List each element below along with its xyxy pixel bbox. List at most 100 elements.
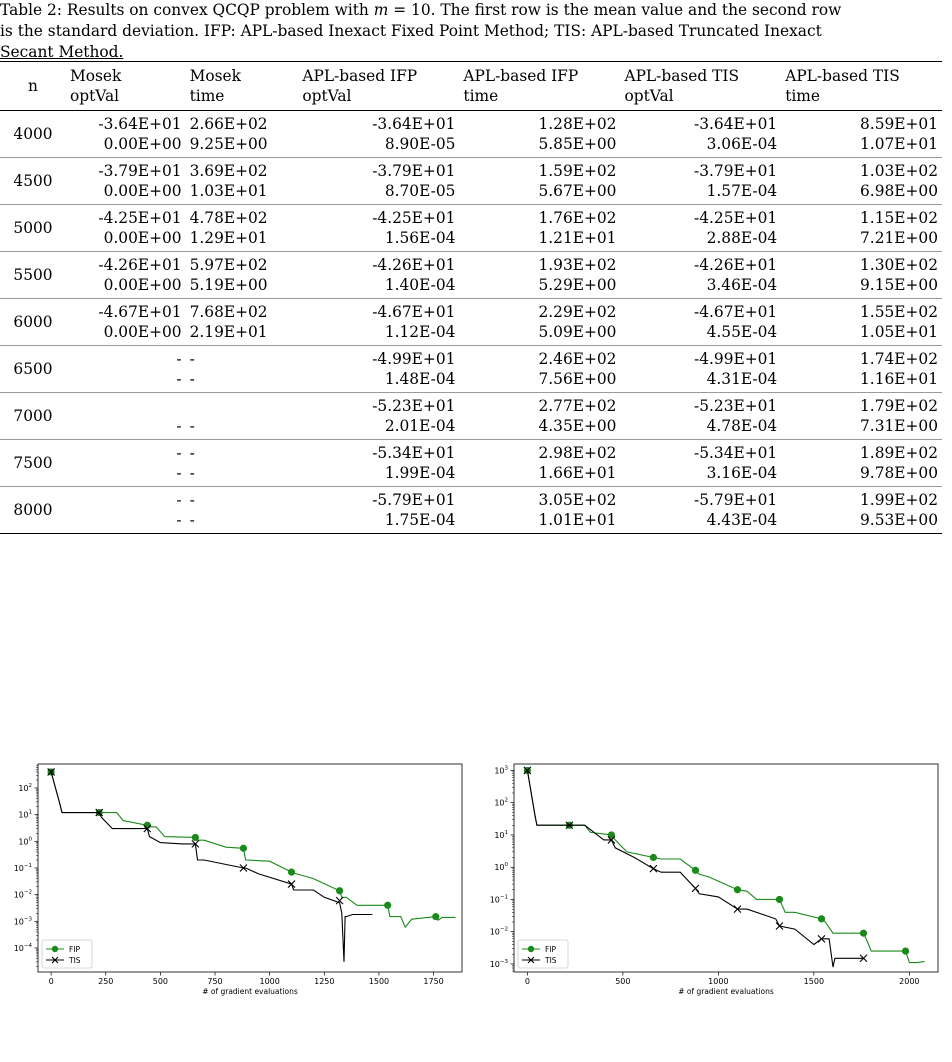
mean-value: -4.26E+01 <box>98 256 182 274</box>
std-value: 1.29E+01 <box>189 229 268 247</box>
x-tick-label: 1000 <box>259 977 279 986</box>
mean-value: -4.67E+01 <box>694 303 778 321</box>
std-value: 4.35E+00 <box>538 417 617 435</box>
mean-value: 1.15E+02 <box>860 209 938 227</box>
series-marker-tis <box>733 905 742 914</box>
mean-value: -5.23E+01 <box>372 397 456 415</box>
column-header-line: APL-based IFP <box>463 67 579 85</box>
results-table: n Mosek optVal Mosek time APL-based IFP optVal… <box>0 61 942 534</box>
y-tick-exponent: 1 <box>29 810 33 816</box>
y-tick-label: 10−2 <box>14 890 32 900</box>
std-value: 5.29E+00 <box>538 276 617 294</box>
caption-line-3: Secant Method. <box>0 43 124 61</box>
std-value: 7.56E+00 <box>538 370 617 388</box>
table-cell: 1.76E+02 1.21E+01 <box>459 205 620 252</box>
legend-marker-tis <box>51 956 59 964</box>
table-cell: -- <box>66 346 186 393</box>
mean-value: 1.03E+02 <box>860 162 938 180</box>
table-cell: 1.28E+02 5.85E+00 <box>459 111 620 158</box>
series-marker-fip <box>859 929 868 937</box>
mean-value: 2.98E+02 <box>538 444 617 462</box>
series-marker-tis <box>191 840 200 848</box>
x-tick-label: 500 <box>153 977 168 986</box>
legend-label-fip: FIP <box>69 945 81 954</box>
mean-value: 2.46E+02 <box>538 350 617 368</box>
x-tick-label: 750 <box>207 977 222 986</box>
x-tick-label: 250 <box>98 977 113 986</box>
table-cell: 2.66E+02 9.25E+00 <box>186 111 299 158</box>
mean-value: -4.25E+01 <box>372 209 456 227</box>
mean-value: -4.26E+01 <box>694 256 778 274</box>
std-value: 8.70E-05 <box>384 182 456 200</box>
series-marker-fip <box>432 913 440 921</box>
table-cell: 5.97E+02 5.19E+00 <box>186 252 299 299</box>
table-header: n Mosek optVal Mosek time APL-based IFP optVal… <box>0 61 942 111</box>
y-tick-label: 100 <box>18 836 32 846</box>
marker-stroke <box>287 880 296 888</box>
table-cell: -3.64E+01 0.00E+00 <box>66 111 186 158</box>
x-tick-label: 1500 <box>804 977 824 986</box>
mean-value: -4.99E+01 <box>372 350 456 368</box>
table-cell: 1.59E+02 5.67E+00 <box>459 158 620 205</box>
x-tick-label: 1250 <box>314 977 334 986</box>
table-cell: 2.98E+02 1.66E+01 <box>459 440 620 487</box>
table-cell: 1.99E+02 9.53E+00 <box>781 487 942 534</box>
mean-value: 1.89E+02 <box>860 444 938 462</box>
y-tick-exponent: −2 <box>500 927 508 933</box>
table-cell: 1.30E+02 9.15E+00 <box>781 252 942 299</box>
y-tick-exponent: −3 <box>24 916 33 922</box>
legend-marker-fip <box>51 945 59 953</box>
legend-box <box>41 939 93 969</box>
table-cell: - <box>186 393 299 440</box>
column-header: Mosek time <box>186 62 299 111</box>
series-marker-fip <box>336 887 344 895</box>
column-header-line: optVal <box>302 87 352 105</box>
table-cell: -4.25E+01 0.00E+00 <box>66 205 186 252</box>
series-line-fip <box>50 771 456 929</box>
marker-stroke <box>335 896 344 905</box>
series-marker-fip <box>691 866 700 874</box>
mean-value: -3.79E+01 <box>694 162 778 180</box>
mean-value: 4.78E+02 <box>189 209 268 227</box>
table-cell: -- <box>186 346 299 393</box>
series-marker-fip <box>607 831 616 839</box>
std-value: 1.40E-04 <box>384 276 456 294</box>
mean-value: -5.23E+01 <box>694 397 778 415</box>
column-header-line: time <box>785 87 821 105</box>
table-cell: -5.79E+01 4.43E-04 <box>620 487 781 534</box>
table-row: 5000 -4.25E+01 0.00E+00 4.78E+02 1.29E+01 -4.… <box>0 205 942 252</box>
y-tick-label: 101 <box>494 830 508 840</box>
table-row: 8000- - - - -5.79E+01 1.75E-04 3.05E+02 1.01E+0… <box>0 487 942 534</box>
series-marker-fip <box>239 844 248 852</box>
mean-value: -3.64E+01 <box>372 115 456 133</box>
mean-value: -4.67E+01 <box>372 303 456 321</box>
y-tick-exponent: −4 <box>24 943 33 949</box>
series-marker-fip <box>817 915 826 923</box>
mean-value: - <box>176 491 182 509</box>
row-n-value: 7000 <box>13 407 53 425</box>
marker-stroke <box>95 808 104 817</box>
row-n-value: 6000 <box>13 313 53 331</box>
table-cell: -4.67E+01 4.55E-04 <box>620 299 781 346</box>
x-axis-label: # of gradient evaluations <box>202 987 298 996</box>
table-cell: 2.29E+02 5.09E+00 <box>459 299 620 346</box>
series-marker-fip <box>191 833 199 842</box>
table-cell: -- <box>66 440 186 487</box>
std-value: 7.21E+00 <box>860 229 938 247</box>
mean-value: 1.28E+02 <box>538 115 617 133</box>
series-marker-tis <box>565 821 574 830</box>
std-value: 4.31E-04 <box>706 370 778 388</box>
series-marker-tis <box>523 766 532 775</box>
std-value: 1.12E-04 <box>384 323 456 341</box>
table-cell: 1.79E+02 7.31E+00 <box>781 393 942 440</box>
std-value: 9.78E+00 <box>860 464 938 482</box>
std-value: 0.00E+00 <box>103 135 182 153</box>
y-tick-exponent: −3 <box>500 959 509 965</box>
table-cell: -3.64E+01 3.06E-04 <box>620 111 781 158</box>
mean-value <box>70 396 182 416</box>
table-cell: -5.23E+01 2.01E-04 <box>298 393 459 440</box>
table-row: 7000 - - -5.23E+01 2.01E-04 2.77E+02 4.35E+0… <box>0 393 942 440</box>
std-value: 1.66E+01 <box>538 464 617 482</box>
table-cell: -4.26E+01 0.00E+00 <box>66 252 186 299</box>
